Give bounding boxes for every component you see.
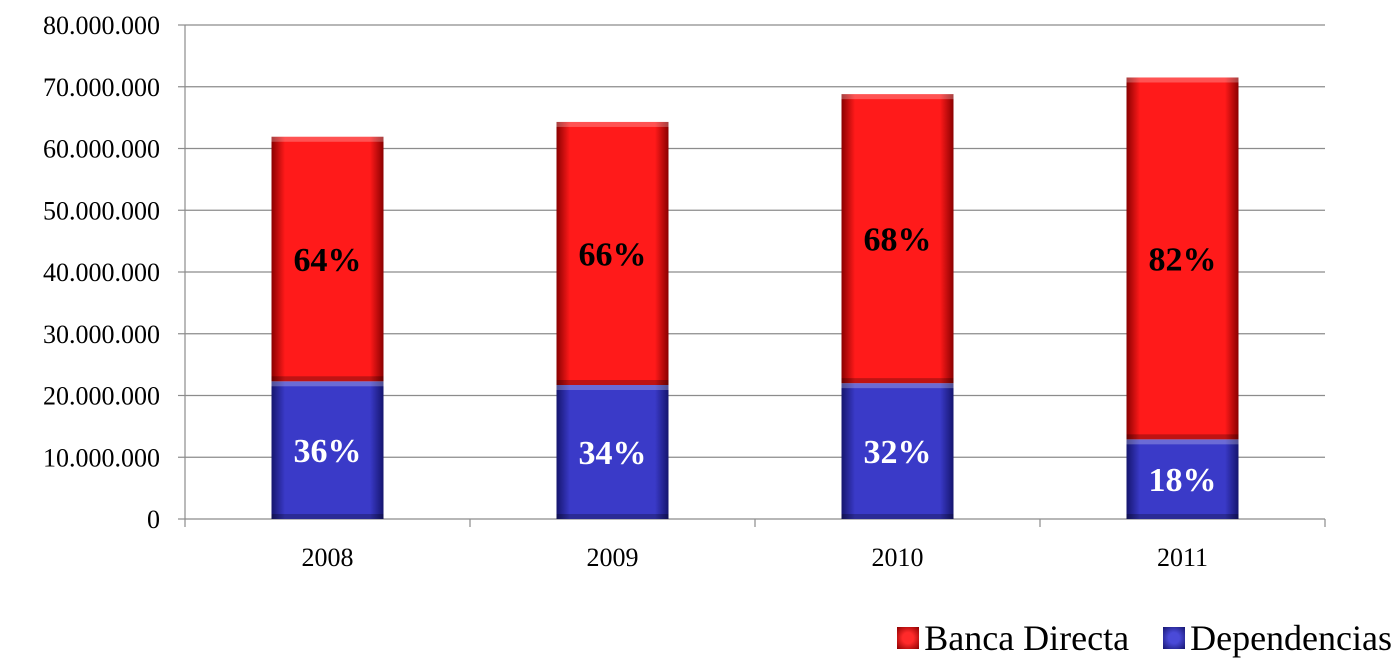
bars — [271, 77, 1239, 519]
data-label-dependencias: 36% — [294, 433, 362, 470]
legend-swatch-dependencias — [1163, 627, 1186, 649]
data-labels: 36% 64% 34% 66% 32% 68% 18% 82% — [294, 222, 1217, 500]
data-label-dependencias: 34% — [579, 435, 647, 472]
y-tick-label: 20.000.000 — [43, 382, 160, 411]
y-tick-label: 10.000.000 — [43, 443, 160, 472]
bar-dependencias — [1126, 439, 1239, 519]
axes: 0 10.000.000 20.000.000 30.000.000 40.000.00… — [43, 11, 1326, 572]
y-tick-label: 60.000.000 — [43, 135, 160, 164]
bar-banca-directa — [1126, 77, 1239, 440]
x-tick-label: 2011 — [1157, 543, 1208, 572]
legend: Banca Directa Dependencias — [897, 617, 1392, 659]
legend-swatch-banca-directa — [897, 627, 920, 649]
y-tick-label: 70.000.000 — [43, 73, 160, 102]
legend-item-banca-directa: Banca Directa — [897, 617, 1129, 659]
bar-bevel-top — [1126, 439, 1239, 445]
y-tick-label: 0 — [147, 505, 160, 534]
y-tick-label: 50.000.000 — [43, 196, 160, 225]
y-tick-label: 30.000.000 — [43, 320, 160, 349]
data-label-dependencias: 18% — [1149, 462, 1217, 499]
bar-bevel-bottom — [556, 514, 669, 519]
bar-bevel-bottom — [556, 380, 669, 386]
bar-bevel-bottom — [841, 378, 954, 384]
data-label-banca-directa: 82% — [1149, 241, 1217, 278]
x-tick-label: 2009 — [587, 543, 639, 572]
legend-item-dependencias: Dependencias — [1163, 617, 1392, 659]
bar-bevel-top — [271, 136, 384, 142]
bar-bevel-top — [841, 94, 954, 100]
x-tick-label: 2010 — [872, 543, 924, 572]
data-label-banca-directa: 68% — [864, 222, 932, 259]
bar-bevel-top — [556, 121, 669, 127]
legend-label-dependencias: Dependencias — [1190, 618, 1392, 658]
bar-bevel-top — [556, 385, 669, 391]
bar-banca-directa — [556, 121, 669, 386]
y-tick-label: 40.000.000 — [43, 258, 160, 287]
legend-label-banca-directa: Banca Directa — [924, 618, 1130, 658]
x-tick-label: 2008 — [302, 543, 354, 572]
y-tick-label: 80.000.000 — [43, 11, 160, 40]
bar-bevel-bottom — [1126, 514, 1239, 519]
bar-dependencias — [556, 385, 669, 519]
bar-bevel-top — [1126, 77, 1239, 83]
bar-bevel-top — [841, 383, 954, 389]
bar-dependencias — [271, 381, 384, 519]
bar-bevel-bottom — [271, 514, 384, 519]
data-label-banca-directa: 64% — [294, 242, 362, 279]
bar-dependencias — [841, 383, 954, 519]
bar-banca-directa — [271, 136, 384, 382]
bar-banca-directa — [841, 94, 954, 384]
bar-bevel-bottom — [271, 376, 384, 382]
data-label-banca-directa: 66% — [579, 236, 647, 273]
bar-bevel-bottom — [841, 514, 954, 519]
bar-bevel-bottom — [1126, 434, 1239, 440]
bar-bevel-top — [271, 381, 384, 387]
data-label-dependencias: 32% — [864, 434, 932, 471]
